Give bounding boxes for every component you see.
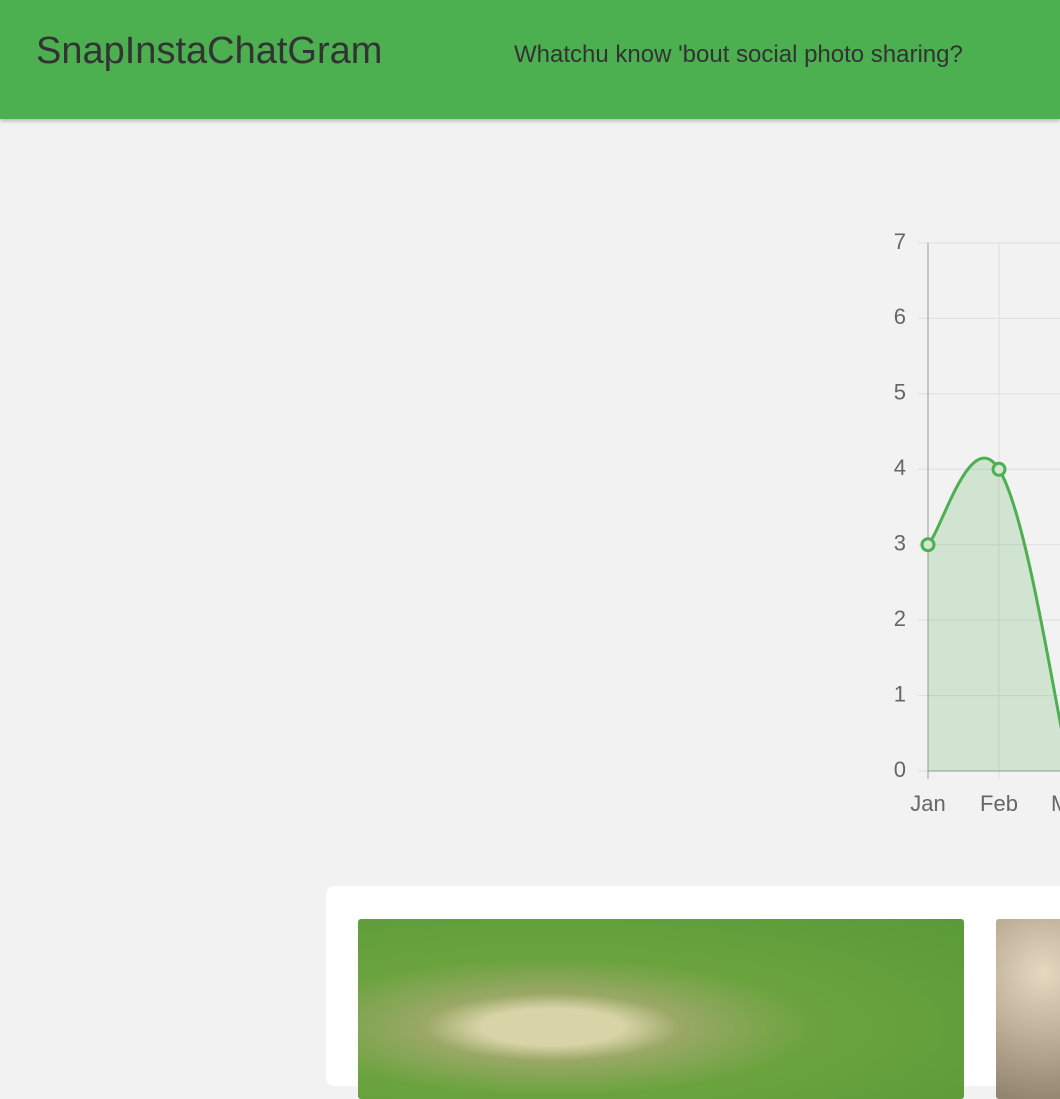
x-tick-label: Feb [980,791,1018,816]
y-tick-label: 7 [894,229,906,254]
y-tick-label: 3 [894,531,906,556]
photo-card [326,886,1060,1099]
chart: 0 1 2 3 4 5 6 7 Jan Feb Mar [894,229,1060,816]
brand-title[interactable]: SnapInstaChatGram [36,30,383,72]
line [926,456,1060,730]
y-tick-label: 5 [894,380,906,405]
point [991,461,1007,477]
y-tick-label: 4 [894,455,906,480]
x-tick-label: Mar [1051,791,1060,816]
x-tick-label: Jan [910,791,945,816]
header: SnapInstaChatGram Whatchu know 'bout soc… [0,0,1060,119]
y-tick-label: 6 [894,304,906,329]
y-tick-label: 1 [894,681,906,706]
photo[interactable] [996,919,1060,1099]
y-tick-label: 2 [894,606,906,631]
y-tick-label: 0 [894,757,906,782]
point [920,537,936,553]
photo[interactable] [358,919,964,1099]
tagline: Whatchu know 'bout social photo sharing? [514,41,963,68]
area [928,458,1060,771]
